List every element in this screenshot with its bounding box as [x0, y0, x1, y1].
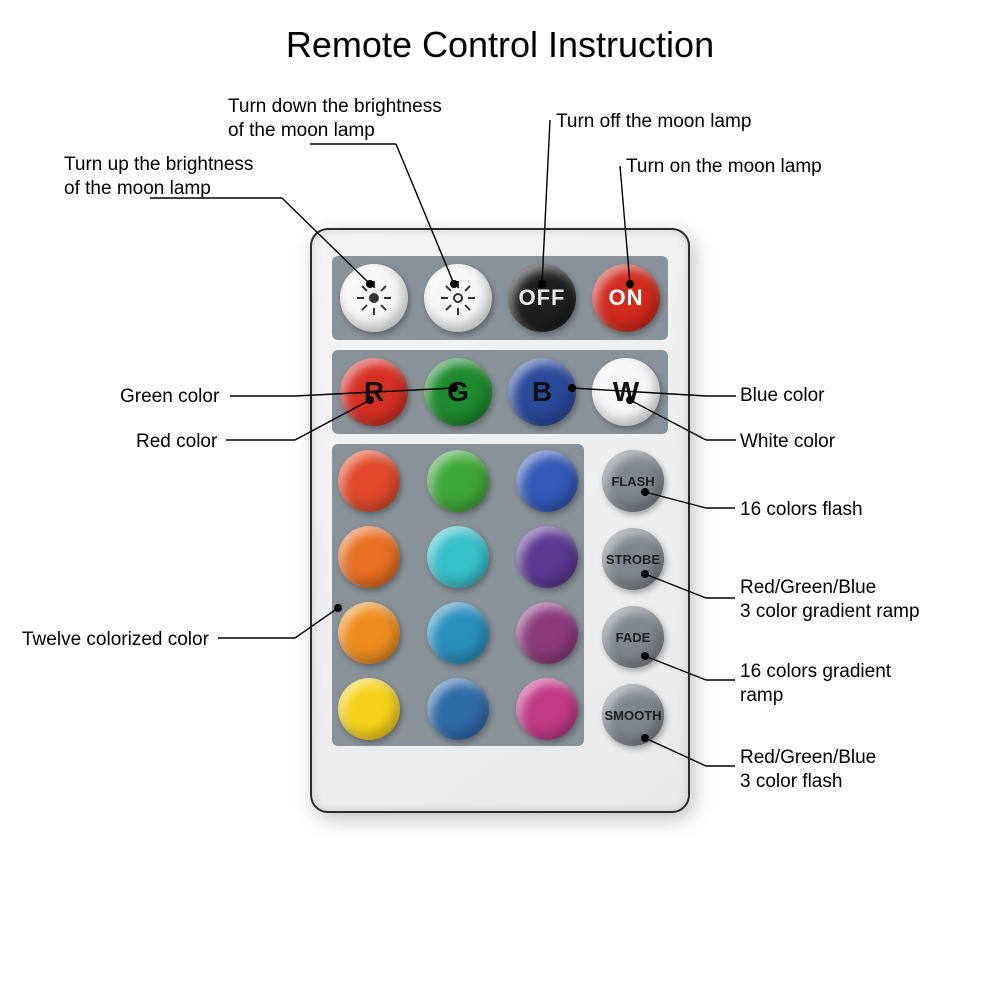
color-swatch-button[interactable] — [427, 450, 489, 512]
color-swatch-button[interactable] — [516, 450, 578, 512]
callout-fade: 16 colors gradient ramp — [740, 660, 891, 708]
strobe-button-label: STROBE — [606, 552, 660, 567]
red-button-label: R — [364, 376, 384, 408]
color-swatch-button[interactable] — [338, 526, 400, 588]
effects-column: FLASH STROBE FADE SMOOTH — [596, 444, 668, 746]
color-swatch-button[interactable] — [338, 678, 400, 740]
callout-on: Turn on the moon lamp — [626, 155, 822, 179]
color-swatch-button[interactable] — [427, 526, 489, 588]
color-swatch-button[interactable] — [427, 602, 489, 664]
on-button-label: ON — [609, 285, 644, 311]
panel-bottom-row: FLASH STROBE FADE SMOOTH — [332, 444, 668, 746]
callout-blue: Blue color — [740, 384, 825, 408]
callout-white: White color — [740, 430, 835, 454]
callout-flash: 16 colors flash — [740, 498, 863, 522]
on-button[interactable]: ON — [592, 264, 660, 332]
callout-twelve: Twelve colorized color — [22, 628, 209, 652]
flash-button-label: FLASH — [611, 474, 654, 489]
red-button[interactable]: R — [340, 358, 408, 426]
callout-smooth: Red/Green/Blue 3 color flash — [740, 746, 876, 794]
callout-bright_up: Turn up the brightness of the moon lamp — [64, 153, 253, 201]
brightness-down-button[interactable] — [424, 264, 492, 332]
smooth-button-label: SMOOTH — [604, 708, 661, 723]
strobe-button[interactable]: STROBE — [602, 528, 664, 590]
fade-button-label: FADE — [616, 630, 651, 645]
panel-rgbw: R G B W — [332, 350, 668, 434]
panel-top: OFF ON — [332, 256, 668, 340]
color-swatch-button[interactable] — [427, 678, 489, 740]
flash-button[interactable]: FLASH — [602, 450, 664, 512]
color-swatch-button[interactable] — [516, 526, 578, 588]
remote-body: OFF ON R G B W FLASH STROBE FADE SMOOTH — [310, 228, 690, 813]
page-title: Remote Control Instruction — [0, 24, 1000, 66]
brightness-up-button[interactable] — [340, 264, 408, 332]
smooth-button[interactable]: SMOOTH — [602, 684, 664, 746]
blue-button[interactable]: B — [508, 358, 576, 426]
green-button[interactable]: G — [424, 358, 492, 426]
off-button[interactable]: OFF — [508, 264, 576, 332]
brightness-down-icon — [447, 287, 469, 309]
white-button-label: W — [613, 376, 639, 408]
color-swatch-button[interactable] — [516, 602, 578, 664]
off-button-label: OFF — [519, 285, 566, 311]
brightness-up-icon — [363, 287, 385, 309]
color-swatch-button[interactable] — [516, 678, 578, 740]
callout-bright_down: Turn down the brightness of the moon lam… — [228, 95, 442, 143]
white-button[interactable]: W — [592, 358, 660, 426]
color-swatch-button[interactable] — [338, 602, 400, 664]
callout-off: Turn off the moon lamp — [556, 110, 751, 134]
color-swatch-button[interactable] — [338, 450, 400, 512]
callout-red: Red color — [136, 430, 217, 454]
callout-green: Green color — [120, 385, 219, 409]
color-grid-panel — [332, 444, 584, 746]
fade-button[interactable]: FADE — [602, 606, 664, 668]
green-button-label: G — [447, 376, 469, 408]
blue-button-label: B — [532, 376, 552, 408]
callout-strobe: Red/Green/Blue 3 color gradient ramp — [740, 576, 920, 624]
